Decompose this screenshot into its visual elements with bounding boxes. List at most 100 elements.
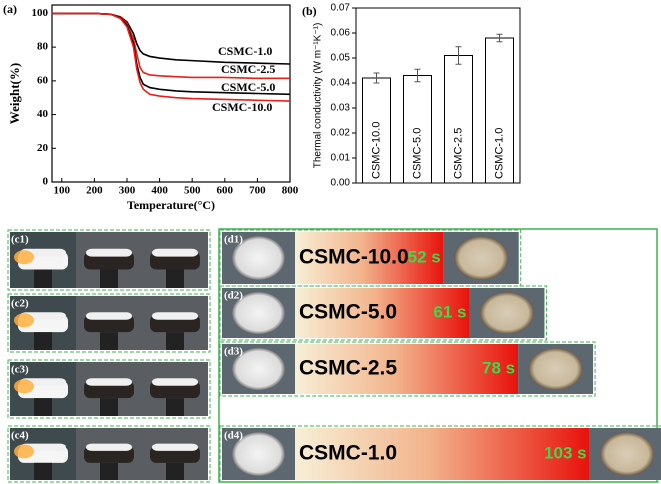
y-axis-title: Thermal conductivity (W m⁻¹K⁻¹): [313, 23, 324, 169]
x-axis-title: Temperature(°C): [127, 198, 215, 212]
y-tick-label: 0.07: [331, 3, 351, 14]
sample-photo: [232, 432, 285, 476]
time-bar: [295, 344, 519, 394]
d-frame: [218, 228, 658, 483]
data-line: [52, 12, 291, 102]
panel-label: (d2): [224, 290, 243, 302]
time-bar: [295, 428, 590, 480]
time-label: 61 s: [433, 302, 466, 321]
error-bar: [414, 68, 421, 83]
panel-label: (c3): [11, 364, 29, 376]
sample-photo: [232, 236, 285, 280]
sample-top: [152, 248, 198, 257]
series-label: CSMC-1.0: [218, 44, 272, 58]
y-axis-title: Weight(%): [7, 63, 22, 124]
sample-top: [86, 312, 132, 320]
error-bar: [496, 33, 503, 43]
sample-top: [152, 312, 198, 320]
sample-photo: [232, 292, 285, 334]
panel-label: (b): [302, 4, 317, 18]
sample-name: CSMC-1.0: [299, 442, 397, 465]
time-label: 78 s: [482, 358, 515, 377]
flame: [14, 379, 34, 394]
sample-name: CSMC-2.5: [299, 357, 397, 380]
bar: [485, 37, 514, 184]
x-tick-label: 500: [184, 185, 201, 197]
y-tick-label: 0.03: [331, 103, 351, 114]
flame: [14, 313, 34, 328]
panel-label: (c1): [11, 234, 29, 246]
y-tick-label: 0.01: [331, 153, 351, 164]
x-tick-label: 800: [282, 185, 299, 197]
c-panel-border: [7, 425, 211, 483]
y-tick-label: 0.04: [331, 78, 351, 89]
series-label: CSMC-10.0: [212, 100, 272, 114]
x-tick-label: 100: [54, 185, 71, 197]
x-tick-label: 400: [151, 185, 168, 197]
y-tick-label: 0: [43, 176, 49, 188]
x-category-label: CSMC-1.0: [493, 128, 505, 179]
stand: [166, 462, 184, 480]
y-tick-label: 60: [37, 74, 49, 86]
stand: [166, 269, 184, 288]
time-label: 52 s: [408, 247, 441, 266]
stand: [100, 332, 118, 350]
stand: [34, 269, 52, 288]
plot-frame: [51, 4, 291, 183]
y-tick-label: 20: [37, 142, 49, 154]
series-label: CSMC-2.5: [221, 62, 275, 76]
d-panel-border: [219, 341, 596, 397]
stand: [166, 332, 184, 350]
sample-top: [86, 248, 132, 257]
stand: [34, 332, 52, 350]
stand: [100, 462, 118, 480]
x-tick-label: 200: [86, 185, 103, 197]
y-tick-label: 0.00: [331, 178, 351, 189]
panel-label: (d4): [224, 430, 243, 442]
panel-label: (d1): [224, 234, 243, 246]
panel-label: (c2): [11, 298, 29, 310]
d-panel-border: [219, 285, 547, 341]
stand: [100, 269, 118, 288]
error-bar: [455, 46, 462, 65]
flame: [14, 250, 34, 265]
time-bar: [295, 288, 470, 338]
stand: [34, 462, 52, 480]
flame: [14, 444, 34, 459]
sample-top: [86, 378, 132, 386]
stand: [34, 398, 52, 416]
sample-name: CSMC-10.0: [299, 246, 409, 269]
x-tick-label: 700: [249, 185, 266, 197]
stand: [100, 398, 118, 416]
sample-photo: [454, 236, 509, 280]
bar: [444, 55, 473, 184]
c-panel-border: [7, 293, 211, 353]
x-category-label: CSMC-2.5: [452, 128, 464, 179]
time-bar: [295, 232, 444, 284]
x-tick-label: 600: [217, 185, 234, 197]
y-tick-label: 0.05: [331, 53, 351, 64]
sample-top: [86, 443, 132, 451]
panel-label: (a): [3, 2, 17, 16]
c-panel-border: [7, 359, 211, 419]
sample-photo: [479, 292, 534, 334]
x-tick-label: 300: [119, 185, 136, 197]
sample-name: CSMC-5.0: [299, 301, 397, 324]
sample-top: [152, 443, 198, 451]
sample-photo: [528, 348, 583, 390]
sample-photo: [232, 348, 285, 390]
y-tick-label: 100: [32, 7, 49, 19]
d-panel-border: [219, 425, 661, 483]
x-category-label: CSMC-10.0: [370, 122, 382, 179]
stand: [166, 398, 184, 416]
y-tick-label: 40: [37, 108, 49, 120]
y-tick-label: 0.06: [331, 28, 351, 39]
c-panel-border: [7, 229, 211, 291]
bar: [362, 77, 391, 184]
y-tick-label: 80: [37, 41, 49, 53]
panel-label: (c4): [11, 430, 29, 442]
error-bar: [373, 72, 380, 84]
panel-label: (d3): [224, 346, 243, 358]
sample-top: [152, 378, 198, 386]
